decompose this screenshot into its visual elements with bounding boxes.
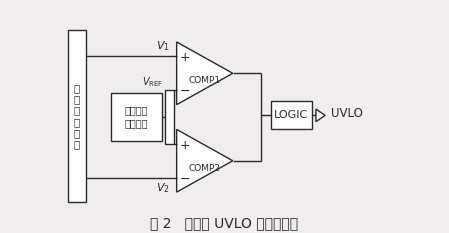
Polygon shape	[176, 42, 233, 105]
Text: 电
源
分
压
电
路: 电 源 分 压 电 路	[74, 83, 80, 149]
Text: +: +	[180, 51, 190, 64]
Text: UVLO: UVLO	[331, 107, 363, 120]
Polygon shape	[176, 129, 233, 192]
Text: 图 2   传统的 UVLO 电路结构图: 图 2 传统的 UVLO 电路结构图	[150, 216, 299, 230]
Text: −: −	[180, 172, 190, 185]
Text: 基准源与
分压电路: 基准源与 分压电路	[124, 105, 148, 129]
Text: COMP2: COMP2	[189, 164, 221, 173]
Text: $V_{\rm REF}$: $V_{\rm REF}$	[142, 75, 163, 89]
Bar	[165, 90, 174, 144]
Text: $V_1$: $V_1$	[155, 39, 169, 53]
Bar	[68, 30, 86, 202]
Text: +: +	[180, 139, 190, 152]
Text: −: −	[180, 85, 190, 98]
Bar	[271, 101, 312, 129]
Text: COMP1: COMP1	[189, 76, 221, 85]
Bar	[110, 93, 162, 141]
Polygon shape	[316, 109, 325, 122]
Text: LOGIC: LOGIC	[274, 110, 308, 120]
Text: $V_2$: $V_2$	[156, 181, 169, 195]
